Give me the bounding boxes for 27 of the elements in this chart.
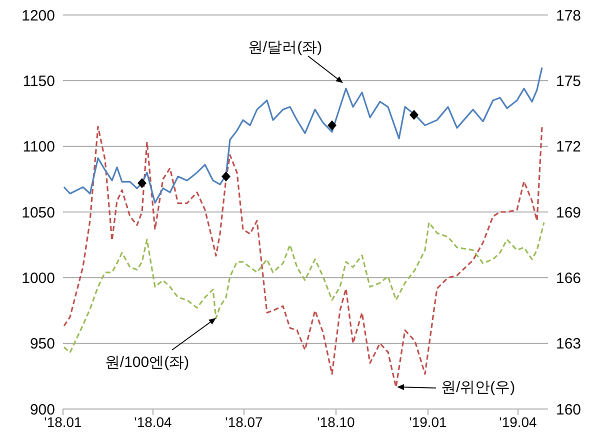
point	[328, 120, 336, 130]
y2-tick-label: 166	[556, 270, 582, 287]
y-tick-label: 1000	[22, 270, 55, 287]
x-tick-label: '18.10	[317, 414, 356, 430]
point	[410, 110, 418, 120]
y-tick-label: 950	[30, 336, 55, 353]
x-tick-label: '19.04	[499, 414, 538, 430]
line-series	[63, 66, 543, 204]
x-tick-label: '18.04	[134, 414, 172, 430]
x-tick-label: '18.07	[225, 414, 264, 430]
y-tick-label: 1150	[22, 72, 55, 90]
line-series	[63, 222, 545, 354]
x-tick-label: '19.01	[409, 414, 448, 430]
y2-tick-label: 169	[556, 204, 582, 222]
y2-tick-label: 163	[556, 336, 582, 353]
y-tick-label: 1200	[22, 7, 55, 24]
point	[222, 172, 230, 182]
annotation: 원/달러(좌)	[248, 38, 322, 56]
annotation: 원/위안(우)	[441, 378, 516, 396]
y2-tick-label: 175	[556, 72, 582, 90]
y2-tick-label: 160	[556, 401, 582, 418]
y2-tick-label: 178	[556, 7, 582, 24]
point	[138, 178, 146, 188]
y2-tick-label: 172	[556, 138, 582, 156]
y-tick-label: 1050	[22, 204, 55, 222]
y-tick-label: 1100	[22, 138, 55, 156]
annotation: 원/100엔(좌)	[104, 354, 190, 371]
